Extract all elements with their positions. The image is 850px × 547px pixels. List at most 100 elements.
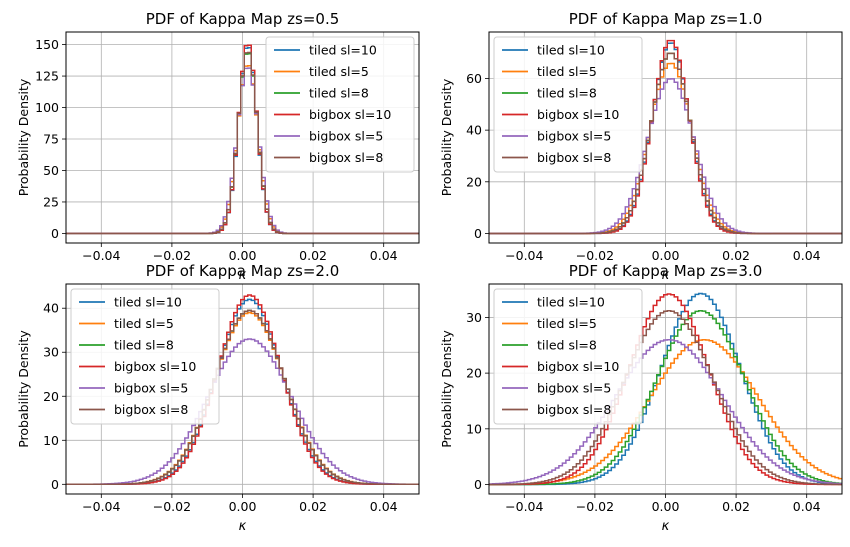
chart-panel-3: −0.04 −0.02 0.00 0.02 0.04 0 10 20 30 40 PDF of Ka… xyxy=(16,262,420,534)
legend-box xyxy=(265,36,415,173)
x-tick-label: 0.04 xyxy=(793,499,821,514)
x-tick-label: 0.02 xyxy=(722,248,750,263)
x-tick-label: 0.02 xyxy=(299,248,327,263)
y-tick-label: 125 xyxy=(35,69,59,84)
legend-box xyxy=(493,36,643,173)
legend-label-1: tiled sl=10 xyxy=(537,295,605,310)
x-tick-label: 0.04 xyxy=(370,248,398,263)
chart-title: PDF of Kappa Map zs=2.0 xyxy=(146,262,340,280)
y-tick-label: 50 xyxy=(43,163,59,178)
x-tick-label: 0.00 xyxy=(652,499,680,514)
x-tick-label: −0.02 xyxy=(576,499,614,514)
x-tick-label: 0.00 xyxy=(229,499,257,514)
legend: tiled sl=10 tiled sl=5 tiled sl=8 bigbox sl… xyxy=(493,288,643,425)
x-tick-label: −0.04 xyxy=(82,499,120,514)
legend-label-1: tiled sl=10 xyxy=(537,43,605,58)
chart-title: PDF of Kappa Map zs=3.0 xyxy=(569,262,763,280)
legend-label-5: bigbox sl=5 xyxy=(537,381,611,396)
series-line-6 xyxy=(66,51,419,235)
y-axis-label: Probability Density xyxy=(16,330,31,448)
legend: tiled sl=10 tiled sl=5 tiled sl=8 bigbox sl… xyxy=(70,288,220,425)
x-axis-label: κ xyxy=(239,519,247,534)
legend-label-3: tiled sl=8 xyxy=(537,338,597,353)
series-line-6 xyxy=(66,309,419,486)
legend-box xyxy=(70,288,220,425)
x-axis-label: κ xyxy=(662,519,670,534)
legend-label-5: bigbox sl=5 xyxy=(537,129,611,144)
legend-label-6: bigbox sl=8 xyxy=(537,150,611,165)
legend-label-3: tiled sl=8 xyxy=(537,86,597,101)
chart-panel-4: −0.04 −0.02 0.00 0.02 0.04 0 10 20 30 PDF of Kapp… xyxy=(439,262,843,534)
y-tick-label: 100 xyxy=(35,100,59,115)
y-tick-label: 0 xyxy=(51,477,59,492)
legend-label-6: bigbox sl=8 xyxy=(537,402,611,417)
series-line-5 xyxy=(66,338,419,486)
legend-label-4: bigbox sl=10 xyxy=(537,359,619,374)
plot-area xyxy=(66,294,419,486)
x-axis-label: κ xyxy=(239,268,247,283)
chart-title: PDF of Kappa Map zs=1.0 xyxy=(569,10,763,28)
series-line-4 xyxy=(489,293,842,486)
legend-label-2: tiled sl=5 xyxy=(114,316,174,331)
x-tick-label: −0.02 xyxy=(576,248,614,263)
y-tick-label: 40 xyxy=(43,301,59,316)
legend-label-1: tiled sl=10 xyxy=(309,43,377,58)
legend-label-1: tiled sl=10 xyxy=(114,295,182,310)
x-tick-label: −0.04 xyxy=(505,499,543,514)
y-tick-label: 0 xyxy=(51,226,59,241)
y-tick-label: 60 xyxy=(466,71,482,86)
y-tick-label: 10 xyxy=(43,433,59,448)
legend-label-2: tiled sl=5 xyxy=(309,64,369,79)
legend-label-4: bigbox sl=10 xyxy=(537,107,619,122)
plot-area xyxy=(489,39,842,235)
y-tick-label: 25 xyxy=(43,194,59,209)
x-axis-label: κ xyxy=(662,268,670,283)
y-tick-label: 30 xyxy=(43,345,59,360)
x-tick-label: 0.02 xyxy=(299,499,327,514)
y-tick-label: 0 xyxy=(474,477,482,492)
legend-label-3: tiled sl=8 xyxy=(114,338,174,353)
legend-label-5: bigbox sl=5 xyxy=(114,381,188,396)
x-tick-label: 0.00 xyxy=(652,248,680,263)
y-tick-label: 30 xyxy=(466,310,482,325)
chart-panel-2: −0.04 −0.02 0.00 0.02 0.04 0 20 40 60 PDF of Kapp… xyxy=(439,10,843,283)
y-tick-label: 10 xyxy=(466,421,482,436)
y-tick-label: 150 xyxy=(35,37,59,52)
legend-label-5: bigbox sl=5 xyxy=(309,129,383,144)
y-axis-label: Probability Density xyxy=(439,330,454,448)
legend-label-3: tiled sl=8 xyxy=(309,86,369,101)
legend-label-4: bigbox sl=10 xyxy=(309,107,391,122)
y-tick-label: 20 xyxy=(466,174,482,189)
y-tick-label: 75 xyxy=(43,132,59,147)
series-line-3 xyxy=(489,309,842,486)
y-tick-label: 40 xyxy=(466,123,482,138)
y-tick-label: 20 xyxy=(43,389,59,404)
legend: tiled sl=10 tiled sl=5 tiled sl=8 bigbox sl… xyxy=(493,36,643,173)
chart-title: PDF of Kappa Map zs=0.5 xyxy=(146,10,340,28)
plot-area xyxy=(66,44,419,235)
series-line-6 xyxy=(489,309,842,486)
legend-label-6: bigbox sl=8 xyxy=(309,150,383,165)
x-tick-label: −0.04 xyxy=(82,248,120,263)
legend-label-2: tiled sl=5 xyxy=(537,64,597,79)
legend: tiled sl=10 tiled sl=5 tiled sl=8 bigbox sl… xyxy=(265,36,415,173)
x-tick-label: 0.04 xyxy=(370,499,398,514)
legend-label-4: bigbox sl=10 xyxy=(114,359,196,374)
legend-label-6: bigbox sl=8 xyxy=(114,402,188,417)
x-tick-label: −0.04 xyxy=(505,248,543,263)
y-tick-label: 0 xyxy=(474,226,482,241)
legend-label-2: tiled sl=5 xyxy=(537,316,597,331)
x-tick-label: −0.02 xyxy=(153,499,191,514)
x-tick-label: −0.02 xyxy=(153,248,191,263)
legend-box xyxy=(493,288,643,425)
y-axis-label: Probability Density xyxy=(439,78,454,196)
x-tick-label: 0.00 xyxy=(229,248,257,263)
x-tick-label: 0.04 xyxy=(793,248,821,263)
series-line-5 xyxy=(489,338,842,485)
plot-area xyxy=(489,292,842,486)
y-axis-label: Probability Density xyxy=(16,78,31,196)
y-tick-label: 20 xyxy=(466,366,482,381)
series-line-6 xyxy=(489,52,842,235)
x-tick-label: 0.02 xyxy=(722,499,750,514)
